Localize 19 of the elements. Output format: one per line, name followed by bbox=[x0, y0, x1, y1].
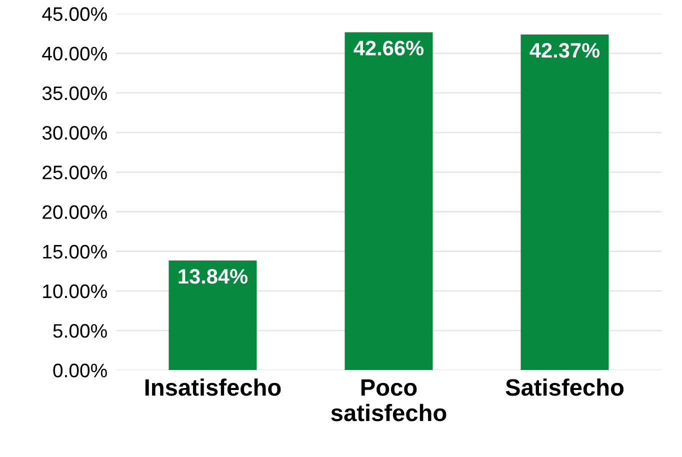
y-tick-label: 15.00% bbox=[43, 244, 107, 259]
x-tick-label: Poco satisfecho bbox=[331, 379, 446, 422]
data-label: 42.66% bbox=[354, 40, 424, 56]
bar bbox=[168, 260, 257, 370]
y-tick-label: 20.00% bbox=[42, 205, 107, 219]
x-tick-label: Satisfecho bbox=[506, 378, 624, 396]
y-tick-label: 35.00% bbox=[42, 86, 107, 100]
data-label: 42.37% bbox=[530, 43, 600, 58]
x-tick-label: Insatisfecho bbox=[145, 378, 281, 396]
y-tick-label: 25.00% bbox=[42, 166, 107, 180]
data-label: 13.84% bbox=[178, 269, 248, 284]
y-tick-label: 0.00% bbox=[53, 364, 107, 378]
bar bbox=[520, 34, 609, 370]
y-tick-label: 10.00% bbox=[43, 284, 107, 298]
bar bbox=[344, 32, 433, 370]
y-tick-label: 5.00% bbox=[53, 324, 107, 338]
y-tick-label: 45.00% bbox=[42, 7, 107, 21]
y-tick-label: 40.00% bbox=[42, 46, 107, 61]
y-tick-label: 30.00% bbox=[42, 126, 107, 140]
